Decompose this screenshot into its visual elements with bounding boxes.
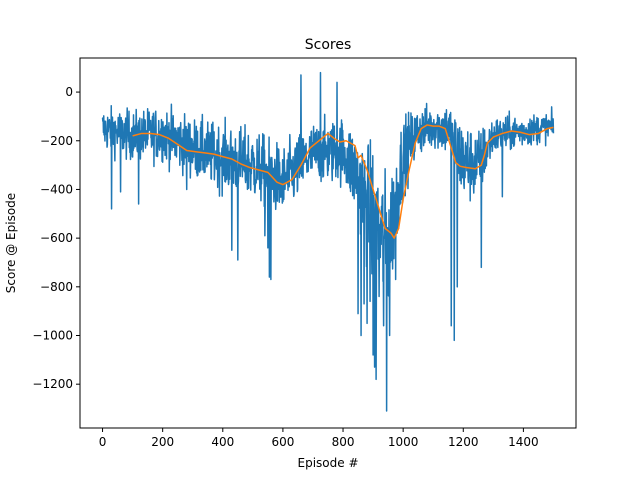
x-axis-label: Episode #	[298, 456, 359, 470]
x-axis-ticks: 0 200 400 600 800 1000 1200 1400	[99, 428, 539, 449]
rolling-average-line	[132, 124, 554, 239]
y-axis-ticks: 0 −200 −400 −600 −800 −1000 −1200	[32, 85, 80, 391]
y-tick-label: −1200	[32, 377, 73, 391]
x-tick-label: 1200	[448, 435, 479, 449]
y-axis-label: Score @ Episode	[4, 193, 18, 293]
chart-title: Scores	[305, 37, 352, 53]
x-tick-label: 1400	[508, 435, 539, 449]
x-tick-label: 400	[211, 435, 234, 449]
plot-frame	[79, 57, 577, 429]
plot-series	[101, 71, 555, 412]
x-tick-label: 0	[99, 435, 107, 449]
y-tick-label: 0	[65, 85, 73, 99]
x-tick-label: 1000	[388, 435, 419, 449]
raw-score-line	[101, 71, 555, 412]
x-tick-label: 800	[332, 435, 355, 449]
x-tick-label: 600	[271, 435, 294, 449]
y-tick-label: −1000	[32, 329, 73, 343]
x-tick-label: 200	[151, 435, 174, 449]
y-tick-label: −800	[40, 280, 73, 294]
y-tick-label: −400	[40, 182, 73, 196]
y-tick-label: −600	[40, 231, 73, 245]
y-tick-label: −200	[40, 134, 73, 148]
